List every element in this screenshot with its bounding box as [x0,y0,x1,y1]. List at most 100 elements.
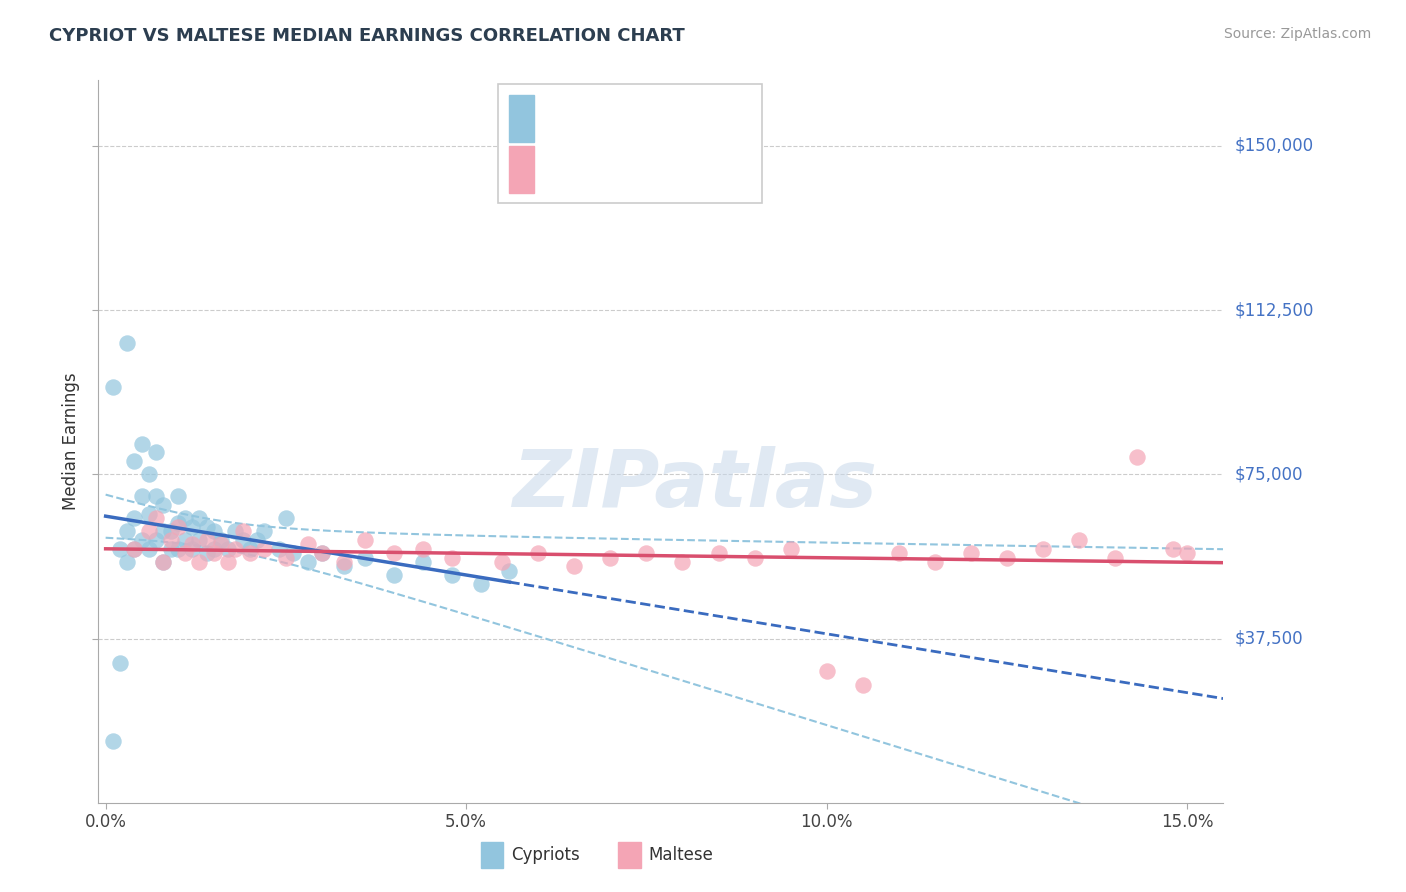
Point [470,577,492,591]
Point [124,541,146,556]
Point [188,533,211,547]
Point [253,524,276,539]
Bar [509,145,534,193]
Point [887,546,910,560]
Point [852,677,875,691]
Point [671,555,693,569]
Point [138,524,160,539]
Point [224,541,246,556]
Point [232,524,254,539]
Point [124,541,146,556]
Point [195,520,218,534]
Point [924,555,946,569]
Text: Source: ZipAtlas.com: Source: ZipAtlas.com [1223,27,1371,41]
Point [152,555,174,569]
Point [195,533,218,547]
Point [108,541,131,556]
Point [131,533,153,547]
Point [159,541,181,556]
Point [101,380,124,394]
Point [354,550,377,565]
Point [332,555,354,569]
Point [1175,546,1198,560]
Text: $112,500: $112,500 [1234,301,1313,319]
Point [382,568,405,582]
Point [297,537,319,551]
Text: R = 0.137: R = 0.137 [546,109,643,128]
Point [145,533,167,547]
Point [152,524,174,539]
Point [382,546,405,560]
Point [159,524,181,539]
Text: Maltese: Maltese [648,846,713,863]
Point [332,559,354,574]
Point [440,550,463,565]
Text: Cypriots: Cypriots [512,846,579,863]
Point [117,524,139,539]
Point [174,546,197,560]
Point [138,467,160,482]
Point [527,546,550,560]
Point [217,555,239,569]
Point [166,541,188,556]
Text: $75,000: $75,000 [1234,466,1303,483]
Text: CYPRIOT VS MALTESE MEDIAN EARNINGS CORRELATION CHART: CYPRIOT VS MALTESE MEDIAN EARNINGS CORRE… [49,27,685,45]
Text: $150,000: $150,000 [1234,137,1313,155]
FancyBboxPatch shape [498,84,762,203]
Bar [619,842,641,868]
Point [145,511,167,525]
Point [412,541,434,556]
Text: N = 56: N = 56 [652,109,721,128]
Point [138,541,160,556]
Point [232,533,254,547]
Point [145,445,167,459]
Point [1161,541,1184,556]
Point [145,489,167,503]
Point [108,656,131,670]
Point [599,550,621,565]
Point [152,498,174,512]
Point [124,454,146,468]
Point [779,541,801,556]
Point [181,520,204,534]
Point [101,734,124,748]
Point [174,511,197,525]
Point [195,546,218,560]
Point [188,555,211,569]
Text: ZIPatlas: ZIPatlas [512,446,877,524]
Point [188,511,211,525]
Point [412,555,434,569]
Point [281,546,304,560]
Point [117,336,139,351]
Point [267,541,290,556]
Point [1067,533,1090,547]
Point [138,507,160,521]
Y-axis label: Median Earnings: Median Earnings [62,373,80,510]
Point [131,436,153,450]
Point [209,533,232,547]
Text: R = 0.051: R = 0.051 [546,160,643,178]
Point [297,555,319,569]
Point [440,568,463,582]
Point [181,541,204,556]
Point [246,533,269,547]
Point [209,537,232,551]
Point [1032,541,1054,556]
Point [124,511,146,525]
Point [166,516,188,530]
Point [274,511,297,525]
Point [253,541,276,556]
Point [152,555,174,569]
Point [202,524,225,539]
Bar [481,842,503,868]
Point [274,550,297,565]
Point [498,564,520,578]
Point [1125,450,1147,464]
Bar [509,95,534,142]
Point [354,533,377,547]
Point [131,489,153,503]
Point [311,546,333,560]
Point [1104,550,1126,565]
Point [960,546,983,560]
Point [636,546,658,560]
